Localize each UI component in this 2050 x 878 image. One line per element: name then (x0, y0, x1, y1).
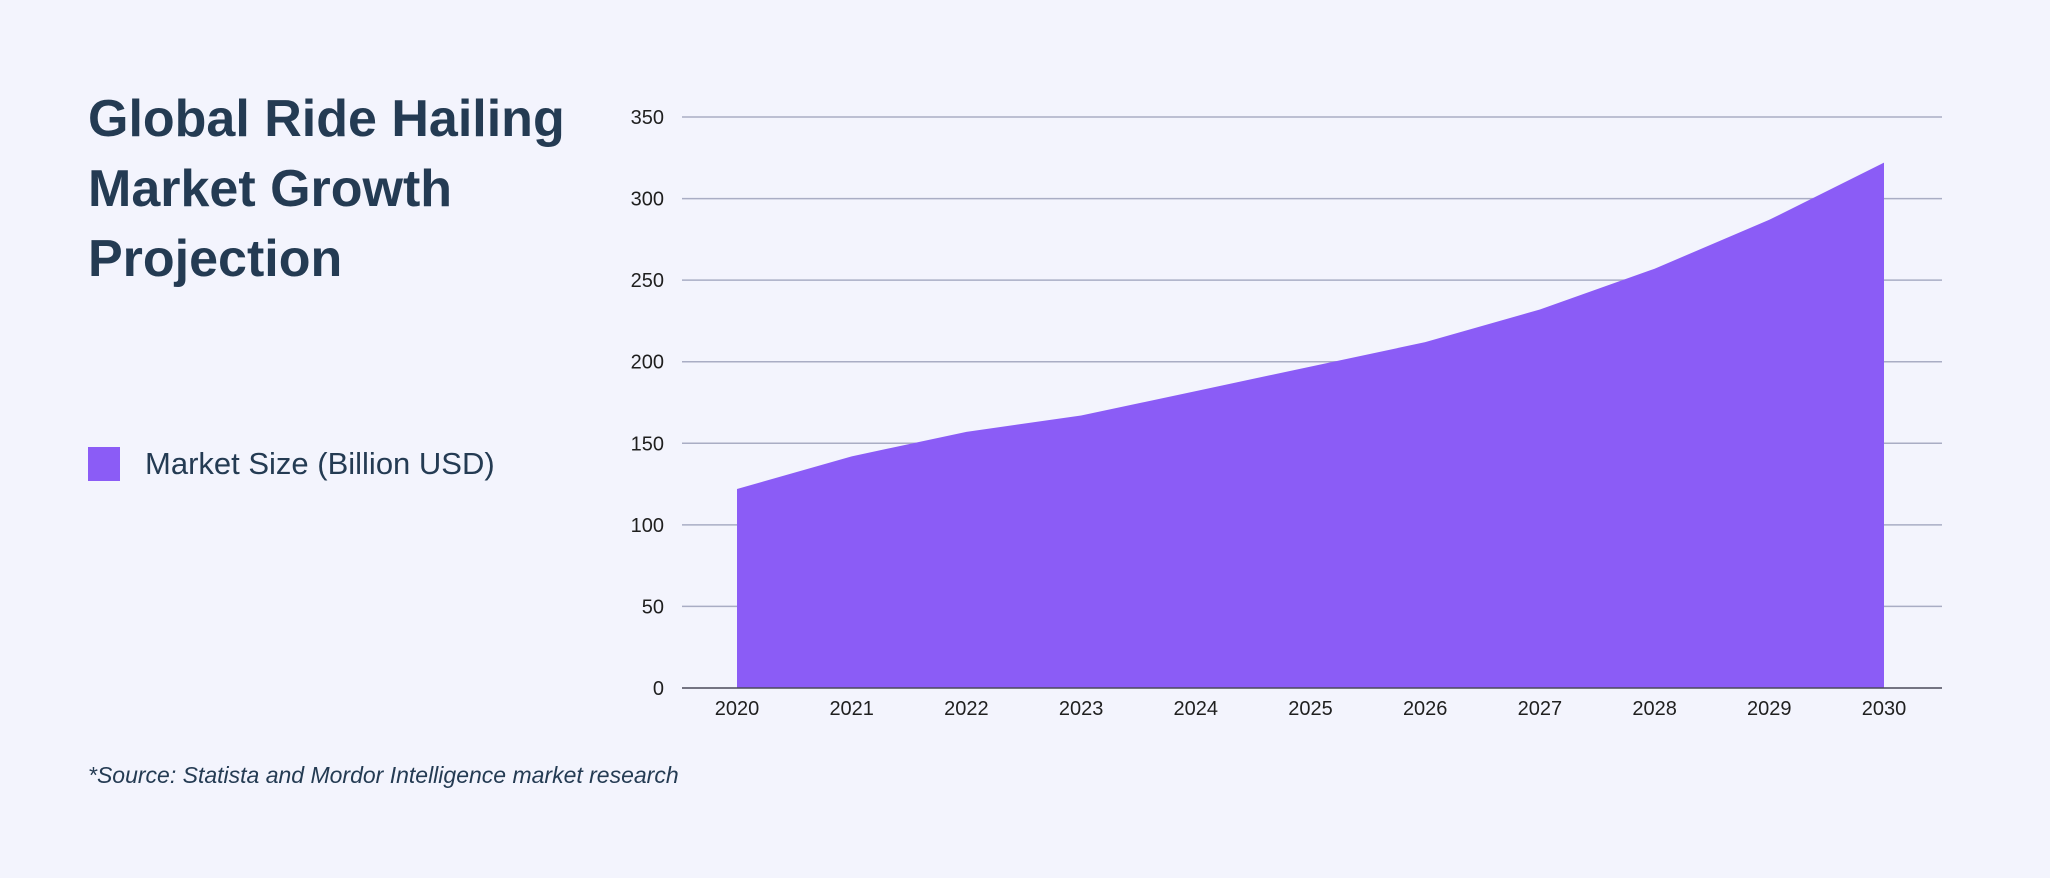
x-axis-ticks: 2020 2021 2022 2023 2024 2025 2026 2027 2028 2029… (715, 698, 1907, 720)
y-tick-label: 150 (631, 433, 664, 455)
x-tick-label: 2028 (1632, 698, 1677, 720)
x-tick-label: 2026 (1403, 698, 1448, 720)
x-tick-label: 2020 (715, 698, 760, 720)
x-tick-label: 2022 (944, 698, 989, 720)
legend-label: Market Size (Billion USD) (145, 446, 495, 481)
y-tick-label: 300 (631, 189, 664, 211)
x-tick-label: 2023 (1059, 698, 1104, 720)
area-series-market-size (737, 162, 1884, 688)
source-note: *Source: Statista and Mordor Intelligenc… (88, 762, 679, 788)
y-axis-ticks: 0 50 100 150 200 250 300 350 (631, 107, 664, 700)
legend: Market Size (Billion USD) (88, 446, 495, 482)
x-tick-label: 2030 (1862, 698, 1907, 720)
y-tick-label: 250 (631, 270, 664, 292)
y-tick-label: 350 (631, 107, 664, 129)
y-tick-label: 200 (631, 352, 664, 374)
y-tick-label: 100 (631, 515, 664, 537)
x-tick-label: 2027 (1518, 698, 1563, 720)
chart-title: Global Ride Hailing Market Growth Projec… (88, 90, 565, 288)
x-tick-label: 2025 (1288, 698, 1333, 720)
legend-swatch (88, 447, 120, 481)
y-tick-label: 50 (642, 596, 664, 618)
x-tick-label: 2021 (829, 698, 874, 720)
y-tick-label: 0 (653, 678, 664, 700)
x-tick-label: 2024 (1174, 698, 1219, 720)
x-tick-label: 2029 (1747, 698, 1792, 720)
